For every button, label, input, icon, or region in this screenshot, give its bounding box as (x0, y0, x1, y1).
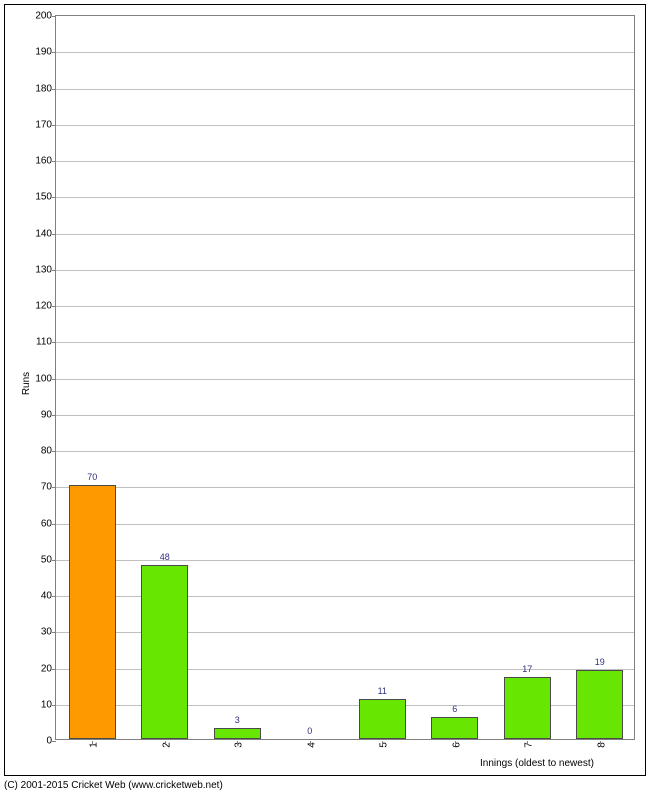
gridline (56, 52, 634, 53)
bar-value-label: 70 (87, 472, 97, 482)
gridline (56, 415, 634, 416)
bar (504, 677, 551, 739)
gridline (56, 89, 634, 90)
bar (576, 670, 623, 739)
gridline (56, 451, 634, 452)
x-tick-mark (310, 741, 311, 745)
x-axis-label: Innings (oldest to newest) (480, 758, 594, 769)
gridline (56, 379, 634, 380)
y-tick-mark (52, 741, 56, 742)
y-tick-mark (52, 487, 56, 488)
y-tick-mark (52, 342, 56, 343)
bar-value-label: 19 (595, 657, 605, 667)
y-tick-mark (52, 16, 56, 17)
gridline (56, 197, 634, 198)
y-tick-mark (52, 306, 56, 307)
bar-value-label: 3 (235, 715, 240, 725)
gridline (56, 524, 634, 525)
bar (431, 717, 478, 739)
bar (359, 699, 406, 739)
gridline (56, 342, 634, 343)
y-tick-mark (52, 234, 56, 235)
y-tick-mark (52, 451, 56, 452)
y-tick-mark (52, 125, 56, 126)
bar (214, 728, 261, 739)
y-tick-mark (52, 632, 56, 633)
x-tick-mark (237, 741, 238, 745)
y-tick-mark (52, 89, 56, 90)
x-tick-mark (92, 741, 93, 745)
y-tick-mark (52, 560, 56, 561)
x-tick-mark (455, 741, 456, 745)
copyright-text: (C) 2001-2015 Cricket Web (www.cricketwe… (4, 780, 223, 791)
gridline (56, 560, 634, 561)
bar (141, 565, 188, 739)
gridline (56, 234, 634, 235)
bar-value-label: 48 (160, 552, 170, 562)
bar-value-label: 11 (378, 686, 387, 696)
y-tick-mark (52, 270, 56, 271)
y-tick-mark (52, 524, 56, 525)
x-tick-mark (527, 741, 528, 745)
chart-container: 0102030405060708090100110120130140150160… (0, 0, 650, 800)
x-tick-mark (600, 741, 601, 745)
gridline (56, 270, 634, 271)
bar-value-label: 0 (307, 726, 312, 736)
x-tick-mark (382, 741, 383, 745)
y-tick-mark (52, 669, 56, 670)
gridline (56, 161, 634, 162)
y-tick-mark (52, 52, 56, 53)
gridline (56, 306, 634, 307)
gridline (56, 125, 634, 126)
y-tick-mark (52, 705, 56, 706)
bar-value-label: 17 (522, 664, 532, 674)
y-tick-mark (52, 197, 56, 198)
y-tick-mark (52, 379, 56, 380)
y-tick-mark (52, 161, 56, 162)
y-tick-mark (52, 596, 56, 597)
bar-value-label: 6 (452, 704, 457, 714)
y-tick-mark (52, 415, 56, 416)
y-axis-label: Runs (21, 371, 32, 394)
bar (69, 485, 116, 739)
plot-area: 0102030405060708090100110120130140150160… (55, 15, 635, 740)
gridline (56, 487, 634, 488)
x-tick-mark (165, 741, 166, 745)
